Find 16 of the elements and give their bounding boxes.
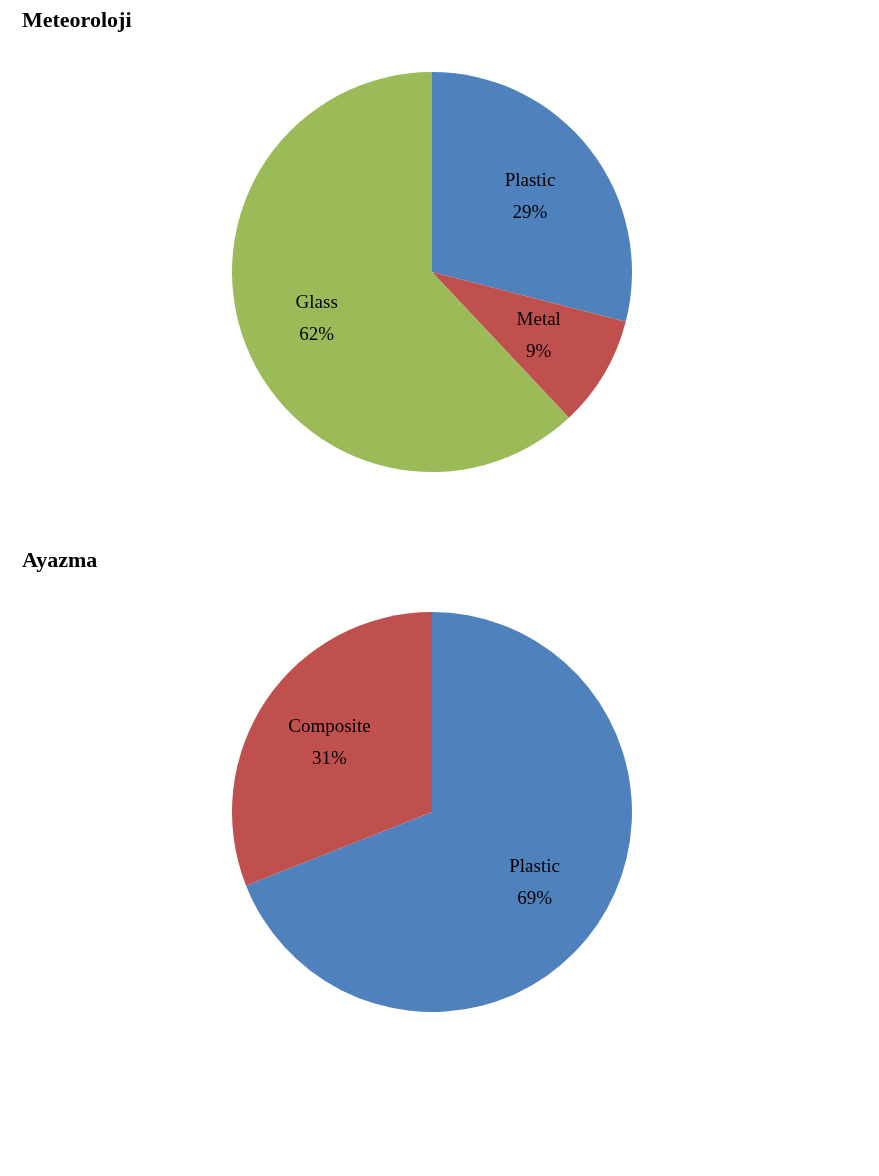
data-label: 62%: [299, 322, 335, 344]
pie-slice: [232, 612, 432, 886]
pie-slice: [232, 72, 569, 472]
data-label: 9%: [526, 340, 552, 362]
slice-label: Plastic: [504, 169, 556, 190]
slice-label: Plastic: [509, 854, 560, 876]
data-label: 29%: [512, 201, 548, 222]
slice-label: Composite: [288, 715, 371, 737]
slice-label: Metal: [516, 308, 561, 330]
pie-slice: [246, 612, 632, 1012]
slice-label: Glass: [295, 290, 338, 312]
chart-title: Ayazma: [22, 547, 98, 572]
chart-title: Meteoroloji: [22, 7, 132, 32]
pie-slice: [432, 272, 626, 418]
data-label: 69%: [517, 886, 553, 908]
data-label: 31%: [312, 747, 348, 769]
